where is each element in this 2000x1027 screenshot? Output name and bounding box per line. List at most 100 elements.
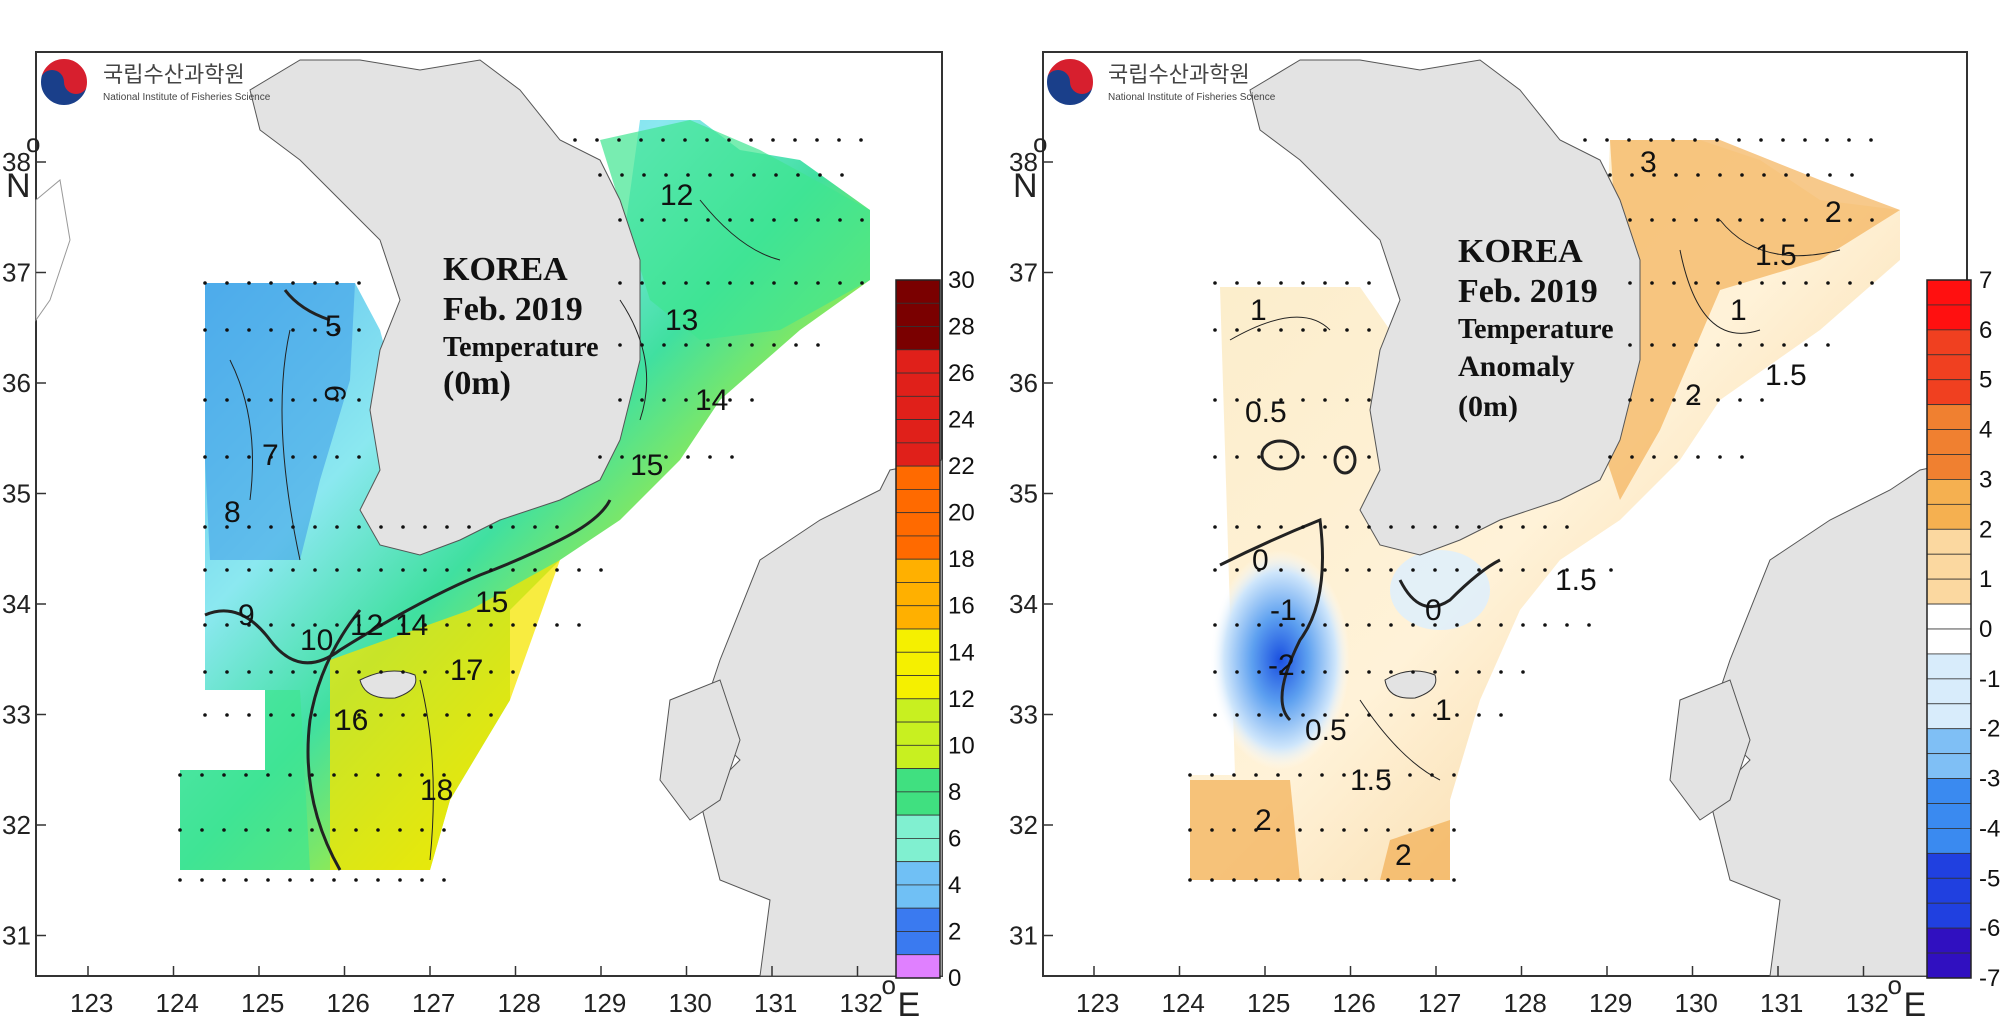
station-dot <box>1345 328 1349 332</box>
station-dot <box>1257 398 1261 402</box>
right-cold-spot-small <box>1390 550 1490 630</box>
station-dot <box>1210 773 1214 777</box>
colorbar-swatch <box>1926 828 1972 854</box>
y-tick-label: 38 <box>1009 147 1038 177</box>
station-dot <box>225 670 229 674</box>
station-dot <box>288 828 292 832</box>
x-tick-label: 128 <box>1504 988 1547 1018</box>
station-dot <box>398 773 402 777</box>
station-dot <box>1521 670 1525 674</box>
station-dot <box>1630 173 1634 177</box>
station-dot <box>1301 568 1305 572</box>
colorbar-swatch <box>895 931 941 956</box>
colorbar-swatch <box>895 861 941 886</box>
station-dot <box>291 713 295 717</box>
y-tick-label: 31 <box>1009 921 1038 951</box>
station-dot <box>1320 828 1324 832</box>
station-dot <box>489 568 493 572</box>
station-dot <box>1826 343 1830 347</box>
station-dot <box>730 173 734 177</box>
x-tick-label: 125 <box>241 988 284 1018</box>
station-dot <box>1301 281 1305 285</box>
station-dot <box>1389 670 1393 674</box>
station-dot <box>200 828 204 832</box>
station-dot <box>838 218 842 222</box>
station-dot <box>1279 713 1283 717</box>
x-unit-label: E <box>898 986 921 1024</box>
station-dot <box>1257 713 1261 717</box>
station-dot <box>266 773 270 777</box>
station-dot <box>1301 398 1305 402</box>
y-tick-label: 32 <box>1009 810 1038 840</box>
station-dot <box>793 138 797 142</box>
station-dot <box>1235 525 1239 529</box>
left-title-line: KOREA <box>443 251 568 288</box>
colorbar-swatch <box>895 372 941 397</box>
station-dot <box>1279 670 1283 674</box>
colorbar-swatch <box>895 419 941 444</box>
station-dot <box>771 138 775 142</box>
station-dot <box>247 713 251 717</box>
x-tick-label: 131 <box>754 988 797 1018</box>
station-dot <box>1213 525 1217 529</box>
station-dot <box>772 281 776 285</box>
station-dot <box>1826 281 1830 285</box>
station-dot <box>1213 713 1217 717</box>
y-tick-label: 37 <box>1009 258 1038 288</box>
station-dot <box>1521 568 1525 572</box>
station-dot <box>1342 828 1346 832</box>
left-contour-label: 16 <box>335 704 368 737</box>
station-dot <box>225 525 229 529</box>
station-dot <box>332 773 336 777</box>
colorbar-swatch <box>1926 877 1972 904</box>
station-dot <box>706 281 710 285</box>
x-unit-label: E <box>1904 986 1927 1024</box>
station-dot <box>266 878 270 882</box>
station-dot <box>379 623 383 627</box>
station-dot <box>1565 525 1569 529</box>
right-contour-label: 1.5 <box>1755 239 1797 272</box>
x-tick-label: 123 <box>1076 988 1119 1018</box>
station-dot <box>794 218 798 222</box>
station-dot <box>1477 525 1481 529</box>
station-dot <box>489 623 493 627</box>
station-dot <box>1650 343 1654 347</box>
station-dot <box>750 281 754 285</box>
left-map-panel: 5 6 7 8 9 10 12 14 15 16 17 18 12 13 14 … <box>35 51 975 992</box>
right-logo: 국립수산과학원 National Institute of Fisheries … <box>1045 57 1276 107</box>
station-dot <box>1627 138 1631 142</box>
station-dot <box>1870 218 1874 222</box>
station-dot <box>1279 623 1283 627</box>
station-dot <box>1386 878 1390 882</box>
colorbar-swatch <box>895 326 941 351</box>
station-dot <box>269 455 273 459</box>
station-dot <box>1587 568 1591 572</box>
station-dot <box>1342 773 1346 777</box>
station-dot <box>1232 773 1236 777</box>
station-dot <box>269 670 273 674</box>
colorbar-swatch <box>895 558 941 583</box>
colorbar-swatch <box>1926 678 1972 705</box>
station-dot <box>1279 328 1283 332</box>
station-dot <box>1628 281 1632 285</box>
station-dot <box>1408 828 1412 832</box>
station-dot <box>354 773 358 777</box>
station-dot <box>511 623 515 627</box>
station-dot <box>1213 281 1217 285</box>
right-contour-label: -1 <box>1270 594 1297 627</box>
colorbar-label: 7 <box>1979 267 1992 294</box>
station-dot <box>840 173 844 177</box>
station-dot <box>1254 773 1258 777</box>
x-tick-label: 131 <box>1760 988 1803 1018</box>
station-dot <box>728 343 732 347</box>
station-dot <box>222 828 226 832</box>
station-dot <box>1276 828 1280 832</box>
station-dot <box>1477 713 1481 717</box>
colorbar-swatch <box>1926 503 1972 530</box>
station-dot <box>661 138 665 142</box>
colorbar-swatch <box>1926 653 1972 680</box>
station-dot <box>1411 623 1415 627</box>
colorbar-swatch <box>1926 354 1972 381</box>
station-dot <box>728 218 732 222</box>
